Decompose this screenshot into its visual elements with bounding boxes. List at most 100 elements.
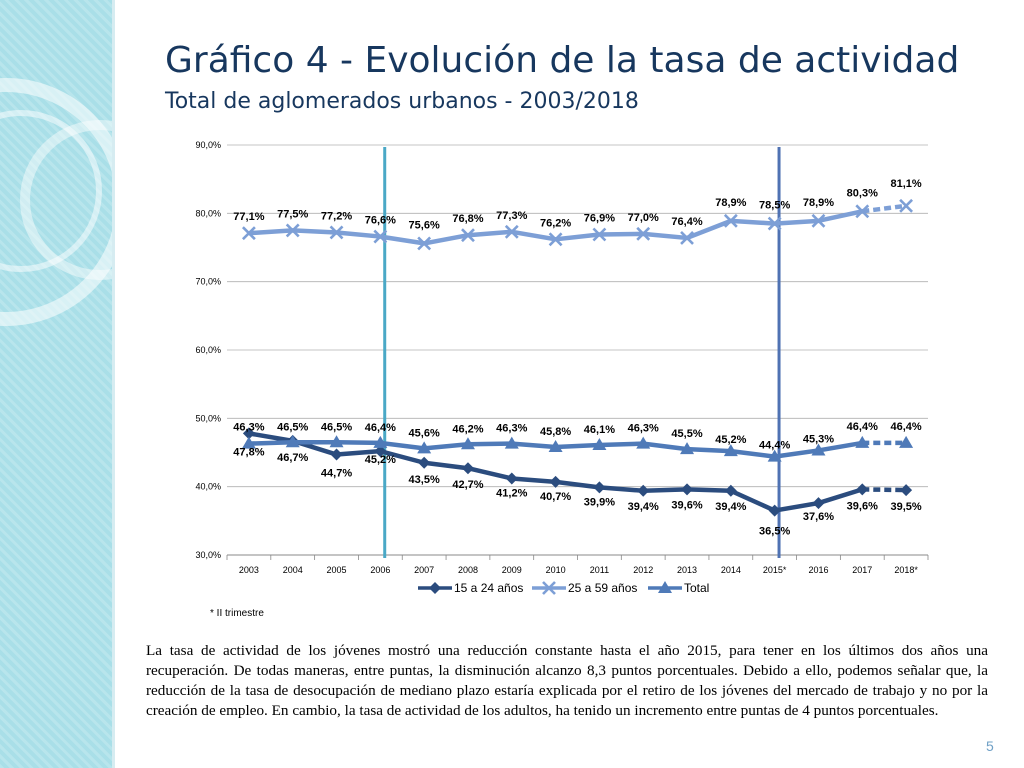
- data-label-25-59: 81,1%: [890, 178, 921, 190]
- x-tick-label: 2012: [633, 565, 653, 575]
- data-label-25-59: 76,8%: [452, 213, 483, 225]
- data-label-25-59: 75,6%: [409, 219, 440, 231]
- series-25-59-point: [241, 226, 256, 241]
- y-tick-label: 80,0%: [195, 208, 221, 218]
- y-tick-label: 90,0%: [195, 140, 221, 150]
- data-label-total: 46,5%: [321, 421, 352, 433]
- data-label-15-24: 41,2%: [496, 487, 527, 499]
- x-tick-label: 2018*: [894, 565, 918, 575]
- data-label-total: 46,1%: [584, 424, 615, 436]
- data-label-15-24: 44,7%: [321, 468, 352, 480]
- data-label-total: 45,6%: [409, 427, 440, 439]
- x-tick-label: 2016: [808, 565, 828, 575]
- data-label-total: 46,4%: [847, 421, 878, 433]
- series-15-24-point: [242, 427, 255, 440]
- data-label-total: 44,4%: [759, 440, 790, 452]
- side-divider: [112, 0, 115, 768]
- series-25-59-point: [636, 226, 651, 241]
- series-25-59-point: [285, 223, 300, 238]
- page-number: 5: [986, 738, 994, 754]
- series-15-24-projection-line: [862, 487, 907, 493]
- legend-label: Total: [684, 581, 709, 595]
- series-total-point: [855, 435, 870, 448]
- chart-footnote: * II trimestre: [210, 608, 264, 619]
- slide-subtitle: Total de aglomerados urbanos - 2003/2018: [165, 89, 639, 114]
- slide-title: Gráfico 4 - Evolución de la tasa de acti…: [165, 40, 960, 81]
- data-label-total: 46,3%: [233, 422, 264, 434]
- data-label-25-59: 76,4%: [671, 216, 702, 228]
- x-tick-label: 2013: [677, 565, 697, 575]
- series-25-59-point: [767, 216, 782, 231]
- series-total-point: [592, 437, 607, 450]
- data-label-15-24: 39,4%: [628, 501, 659, 513]
- y-tick-label: 50,0%: [195, 413, 221, 423]
- legend-label: 15 a 24 años: [454, 581, 523, 595]
- series-15-24-point: [724, 484, 737, 497]
- data-label-total: 45,3%: [803, 433, 834, 445]
- series-25-59-point: [899, 198, 914, 213]
- data-label-25-59: 78,9%: [803, 197, 834, 209]
- series-25-59-point: [811, 213, 826, 228]
- x-tick-label: 2007: [414, 565, 434, 575]
- legend-series-15-24-point: [429, 582, 441, 594]
- series-25-59-point: [417, 236, 432, 251]
- series-15-24-point: [637, 484, 650, 497]
- series-25-59-point: [504, 224, 519, 239]
- legend-label: 25 a 59 años: [568, 581, 637, 595]
- series-15-24-point: [768, 504, 781, 517]
- y-tick-label: 40,0%: [195, 482, 221, 492]
- series-15-24-point: [505, 472, 518, 485]
- data-label-25-59: 77,0%: [628, 212, 659, 224]
- series-15-24-point: [330, 448, 343, 461]
- data-label-25-59: 80,3%: [847, 187, 878, 199]
- description-paragraph: La tasa de actividad de los jóvenes most…: [146, 642, 988, 719]
- data-label-15-24: 46,7%: [277, 452, 308, 464]
- x-tick-label: 2014: [721, 565, 741, 575]
- series-total-point: [723, 444, 738, 457]
- data-label-15-24: 39,5%: [890, 501, 921, 513]
- series-total-point: [680, 442, 695, 455]
- x-tick-label: 2009: [502, 565, 522, 575]
- data-label-total: 46,4%: [365, 422, 396, 434]
- series-15-24-point: [461, 462, 474, 475]
- series-total-point: [636, 436, 651, 449]
- x-tick-label: 2015*: [763, 565, 787, 575]
- series-total-point: [417, 441, 432, 454]
- data-label-total: 46,3%: [496, 423, 527, 435]
- series-25-59-point: [548, 232, 563, 247]
- data-label-25-59: 77,3%: [496, 210, 527, 222]
- series-25-59-point: [373, 229, 388, 244]
- series-total-point: [504, 436, 519, 449]
- data-label-25-59: 77,1%: [233, 211, 264, 223]
- legend-series-25-59-point: [542, 581, 556, 595]
- data-label-total: 46,4%: [890, 421, 921, 433]
- series-total-point: [329, 435, 344, 448]
- series-15-24-point: [856, 483, 869, 496]
- data-label-total: 46,3%: [628, 423, 659, 435]
- data-label-15-24: 40,7%: [540, 491, 571, 503]
- x-tick-label: 2017: [852, 565, 872, 575]
- side-decoration: [0, 0, 112, 768]
- y-tick-label: 30,0%: [195, 550, 221, 560]
- series-15-24-point: [549, 475, 562, 488]
- x-tick-label: 2006: [370, 565, 390, 575]
- series-total-point: [373, 435, 388, 448]
- series-total-point: [241, 436, 256, 449]
- data-label-25-59: 77,5%: [277, 208, 308, 220]
- data-label-15-24: 37,6%: [803, 511, 834, 523]
- series-25-59-point: [592, 227, 607, 242]
- data-label-15-24: 43,5%: [409, 474, 440, 486]
- data-label-15-24: 36,5%: [759, 526, 790, 538]
- x-tick-label: 2005: [327, 565, 347, 575]
- series-25-59-point: [461, 228, 475, 243]
- y-tick-label: 60,0%: [195, 345, 221, 355]
- series-total-point: [285, 435, 300, 448]
- series-25-59-point: [855, 204, 870, 219]
- x-tick-label: 2011: [590, 565, 609, 575]
- x-tick-label: 2010: [546, 565, 566, 575]
- data-label-total: 45,2%: [715, 434, 746, 446]
- data-label-total: 46,5%: [277, 421, 308, 433]
- data-label-15-24: 42,7%: [452, 479, 483, 491]
- data-label-total: 45,5%: [671, 428, 702, 440]
- series-25-59-point: [329, 225, 344, 240]
